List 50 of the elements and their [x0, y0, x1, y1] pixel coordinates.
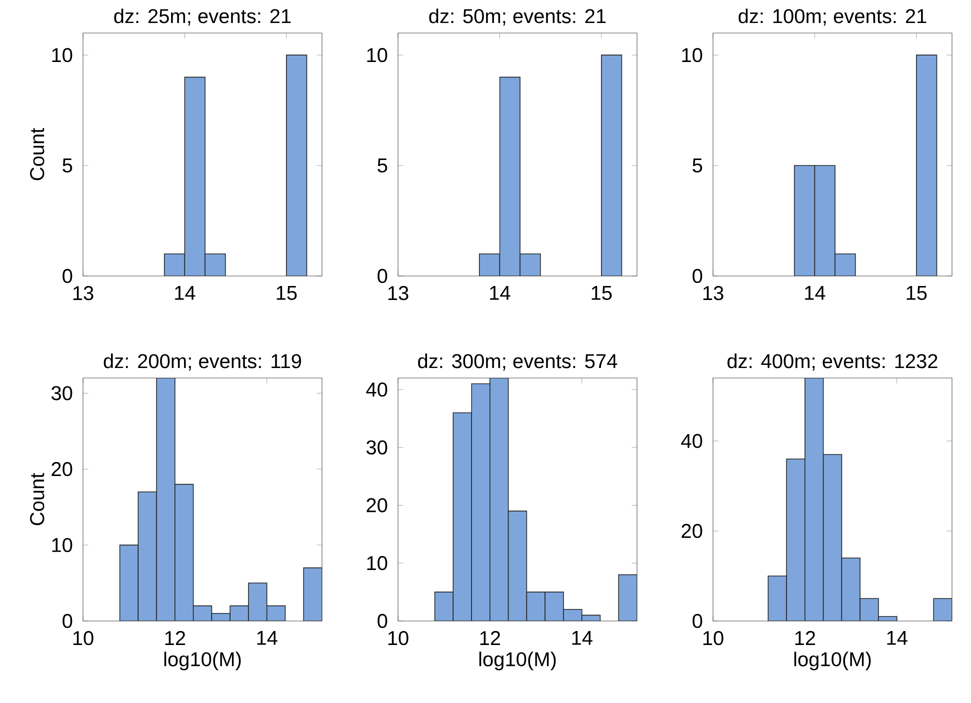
x-tick-label: 12	[480, 631, 500, 645]
y-tick-label: 0	[692, 614, 702, 628]
y-tick-label: 40	[681, 434, 702, 448]
y-tick-label: 5	[692, 158, 702, 173]
x-tick-label: 10	[73, 631, 94, 646]
x-tick-label: 14	[490, 286, 510, 300]
chart-title: dz: 200m; events: 119	[104, 354, 302, 371]
y-tick-label: 0	[62, 614, 72, 628]
y-tick-label: 0	[378, 614, 388, 628]
y-tick-label: 20	[366, 498, 388, 512]
x-tick-label: 13	[388, 286, 408, 300]
x-tick-label: 14	[175, 286, 196, 300]
y-axis-title: Count	[30, 472, 44, 526]
y-tick-label: 30	[366, 440, 388, 454]
x-tick-label: 14	[887, 631, 908, 645]
x-tick-label: 12	[165, 631, 186, 645]
x-tick-label: 10	[703, 631, 724, 646]
chart-title: dz: 50m; events: 21	[429, 8, 606, 26]
x-tick-label: 14	[257, 631, 278, 645]
y-tick-label: 5	[62, 158, 72, 173]
y-tick-label: 5	[378, 158, 388, 173]
y-tick-label: 10	[52, 538, 72, 552]
x-tick-label: 15	[592, 286, 612, 300]
y-tick-label: 20	[682, 524, 702, 538]
y-axis-title: Count	[30, 128, 44, 180]
chart-title: dz: 300m; events: 574	[418, 354, 618, 371]
chart-title: dz: 400m; events: 1232	[728, 354, 938, 371]
x-axis-title: log10(M)	[479, 652, 556, 670]
x-axis-title: log10(M)	[164, 652, 241, 670]
chart-title: dz: 25m; events: 21	[114, 8, 291, 26]
y-tick-label: 30	[51, 386, 72, 400]
y-tick-label: 0	[62, 268, 72, 284]
chart-title: dz: 100m; events: 21	[738, 8, 926, 26]
y-tick-label: 0	[378, 268, 388, 284]
y-tick-label: 10	[682, 48, 702, 62]
y-tick-label: 10	[367, 556, 388, 570]
y-tick-label: 20	[52, 462, 72, 476]
x-tick-label: 14	[805, 286, 826, 300]
y-tick-label: 10	[52, 48, 72, 62]
x-axis-title: log10(M)	[794, 652, 871, 670]
y-tick-label: 0	[692, 268, 702, 284]
x-tick-label: 14	[572, 631, 592, 645]
y-tick-label: 40	[366, 382, 388, 397]
x-tick-label: 10	[388, 631, 408, 646]
y-tick-label: 10	[367, 48, 388, 62]
x-tick-label: 13	[73, 286, 94, 300]
x-tick-label: 15	[906, 286, 927, 300]
x-tick-label: 15	[276, 286, 297, 300]
x-tick-label: 13	[703, 286, 724, 300]
x-tick-label: 12	[795, 631, 816, 645]
